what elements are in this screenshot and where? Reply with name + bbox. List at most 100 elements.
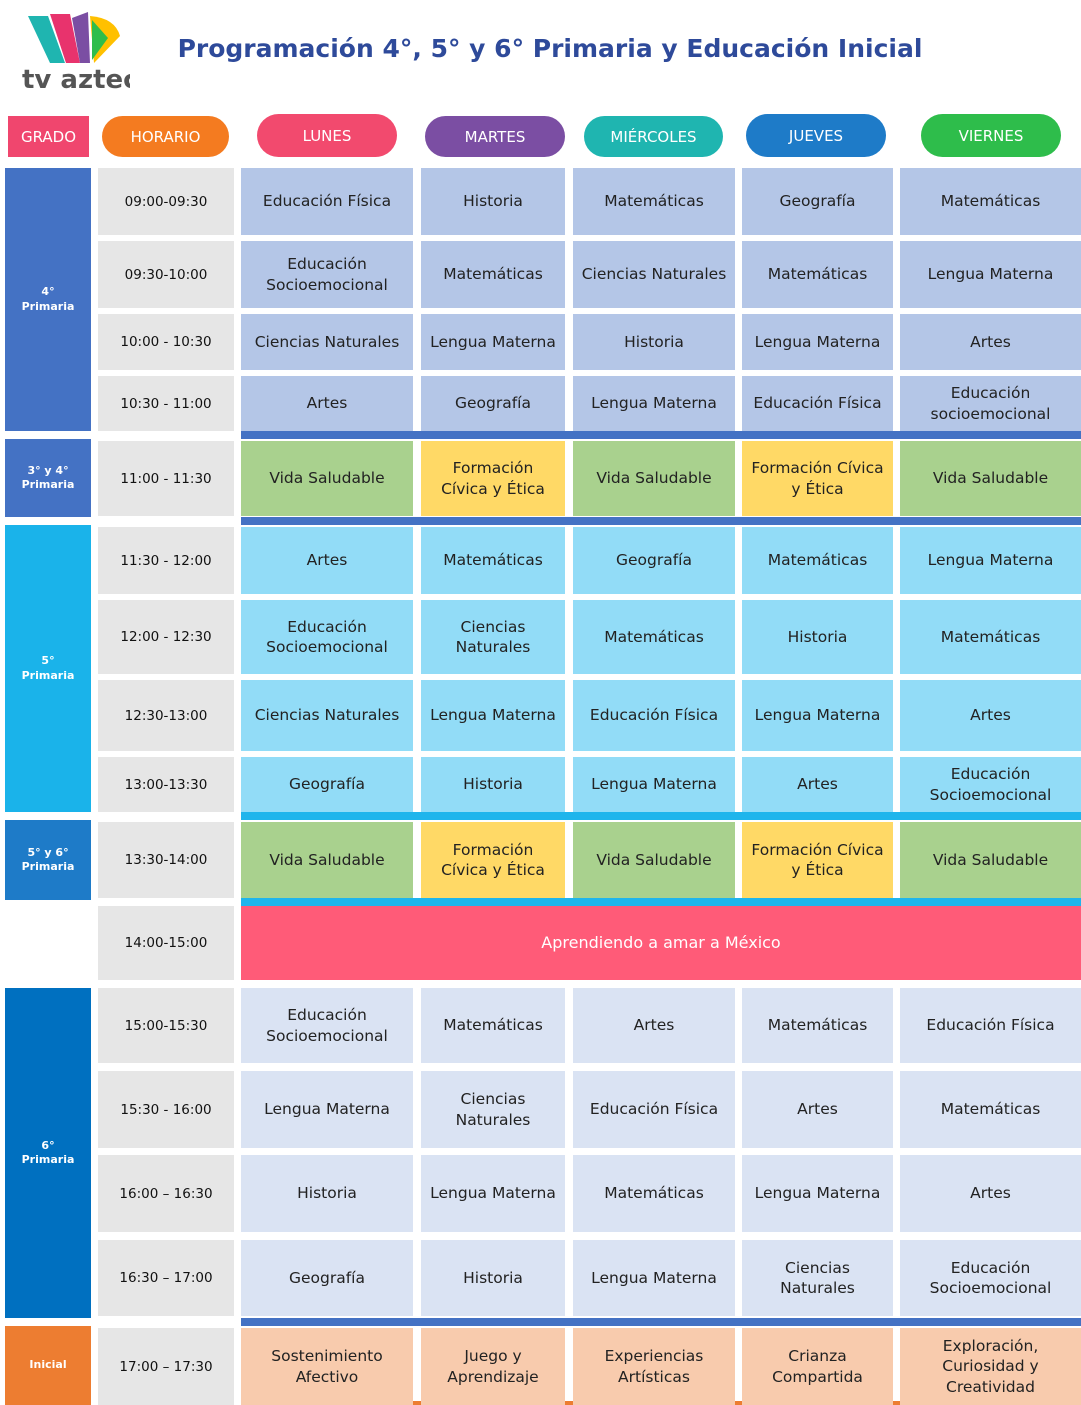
class-cell: Matemáticas	[742, 527, 893, 594]
class-cell: Geografía	[742, 168, 893, 235]
column-header: MARTES	[425, 116, 565, 157]
class-cell: Matemáticas	[421, 527, 565, 594]
time-slot: 15:00-15:30	[98, 988, 234, 1063]
class-cell: Historia	[241, 1155, 413, 1232]
time-slot: 17:00 – 17:30	[98, 1328, 234, 1405]
class-cell: Experiencias Artísticas	[573, 1328, 735, 1405]
class-cell: Artes	[900, 680, 1081, 751]
grade-label: 5° y 6° Primaria	[5, 820, 91, 900]
class-cell: Historia	[421, 757, 565, 812]
class-cell: Exploración, Curiosidad y Creatividad	[900, 1328, 1081, 1405]
class-cell: Educación Física	[573, 1071, 735, 1148]
class-cell: Educación socioemocional	[900, 376, 1081, 431]
logo: tv azteca	[22, 12, 130, 93]
time-slot: 11:00 - 11:30	[98, 441, 234, 516]
grade-label: 6° Primaria	[5, 988, 91, 1318]
class-cell: Educación Socioemocional	[900, 1240, 1081, 1316]
class-cell: Crianza Compartida	[742, 1328, 893, 1405]
separator	[241, 1318, 1081, 1326]
class-cell: Vida Saludable	[573, 441, 735, 516]
class-cell: Formación Cívica y Ética	[742, 822, 893, 898]
class-cell: Matemáticas	[742, 988, 893, 1063]
grade-label: Inicial	[5, 1326, 91, 1405]
class-cell: Lengua Materna	[573, 376, 735, 431]
class-cell: Educación Física	[900, 988, 1081, 1063]
grade-label: 5° Primaria	[5, 525, 91, 812]
class-cell: Ciencias Naturales	[421, 600, 565, 674]
time-slot: 16:00 – 16:30	[98, 1155, 234, 1232]
banner: Aprendiendo a amar a México	[241, 906, 1081, 980]
class-cell: Artes	[742, 757, 893, 812]
logo-text: tv azteca	[22, 65, 130, 93]
class-cell: Educación Socioemocional	[900, 757, 1081, 812]
grade-label: 4° Primaria	[5, 168, 91, 431]
class-cell: Lengua Materna	[573, 1240, 735, 1316]
class-cell: Artes	[241, 527, 413, 594]
separator	[241, 898, 1081, 906]
column-header: MIÉRCOLES	[584, 116, 723, 157]
class-cell: Matemáticas	[900, 168, 1081, 235]
class-cell: Artes	[900, 314, 1081, 370]
class-cell: Artes	[900, 1155, 1081, 1232]
class-cell: Matemáticas	[573, 600, 735, 674]
class-cell: Vida Saludable	[573, 822, 735, 898]
time-slot: 11:30 - 12:00	[98, 527, 234, 594]
class-cell: Matemáticas	[573, 168, 735, 235]
class-cell: Matemáticas	[900, 1071, 1081, 1148]
class-cell: Artes	[241, 376, 413, 431]
class-cell: Formación Cívica y Ética	[421, 441, 565, 516]
class-cell: Lengua Materna	[573, 757, 735, 812]
class-cell: Geografía	[241, 757, 413, 812]
class-cell: Historia	[421, 1240, 565, 1316]
class-cell: Ciencias Naturales	[421, 1071, 565, 1148]
column-header: VIERNES	[921, 114, 1061, 157]
class-cell: Educación Física	[742, 376, 893, 431]
class-cell: Ciencias Naturales	[573, 241, 735, 308]
time-slot: 10:30 - 11:00	[98, 376, 234, 431]
class-cell: Geografía	[421, 376, 565, 431]
separator	[241, 517, 1081, 525]
class-cell: Educación Socioemocional	[241, 241, 413, 308]
class-cell: Lengua Materna	[421, 314, 565, 370]
class-cell: Matemáticas	[421, 241, 565, 308]
class-cell: Educación Física	[241, 168, 413, 235]
class-cell: Ciencias Naturales	[241, 680, 413, 751]
class-cell: Vida Saludable	[241, 822, 413, 898]
class-cell: Historia	[573, 314, 735, 370]
class-cell: Artes	[742, 1071, 893, 1148]
class-cell: Lengua Materna	[742, 680, 893, 751]
column-header: HORARIO	[102, 116, 229, 157]
class-cell: Educación Socioemocional	[241, 600, 413, 674]
class-cell: Juego y Aprendizaje	[421, 1328, 565, 1405]
class-cell: Vida Saludable	[241, 441, 413, 516]
class-cell: Matemáticas	[573, 1155, 735, 1232]
time-slot: 15:30 - 16:00	[98, 1071, 234, 1148]
class-cell: Lengua Materna	[900, 527, 1081, 594]
class-cell: Lengua Materna	[900, 241, 1081, 308]
column-header: GRADO	[8, 116, 89, 157]
time-slot: 13:30-14:00	[98, 822, 234, 898]
column-header: LUNES	[257, 114, 397, 157]
class-cell: Ciencias Naturales	[742, 1240, 893, 1316]
class-cell: Artes	[573, 988, 735, 1063]
class-cell: Historia	[421, 168, 565, 235]
separator	[241, 431, 1081, 439]
class-cell: Educación Socioemocional	[241, 988, 413, 1063]
class-cell: Formación Cívica y Ética	[421, 822, 565, 898]
class-cell: Historia	[742, 600, 893, 674]
class-cell: Lengua Materna	[421, 680, 565, 751]
class-cell: Geografía	[241, 1240, 413, 1316]
time-slot: 16:30 – 17:00	[98, 1240, 234, 1316]
class-cell: Vida Saludable	[900, 441, 1081, 516]
class-cell: Educación Física	[573, 680, 735, 751]
class-cell: Geografía	[573, 527, 735, 594]
class-cell: Matemáticas	[742, 241, 893, 308]
class-cell: Vida Saludable	[900, 822, 1081, 898]
time-slot: 09:30-10:00	[98, 241, 234, 308]
class-cell: Matemáticas	[900, 600, 1081, 674]
time-slot: 09:00-09:30	[98, 168, 234, 235]
time-slot: 13:00-13:30	[98, 757, 234, 812]
title: Programación 4°, 5° y 6° Primaria y Educ…	[177, 33, 923, 63]
time-slot: 12:30-13:00	[98, 680, 234, 751]
